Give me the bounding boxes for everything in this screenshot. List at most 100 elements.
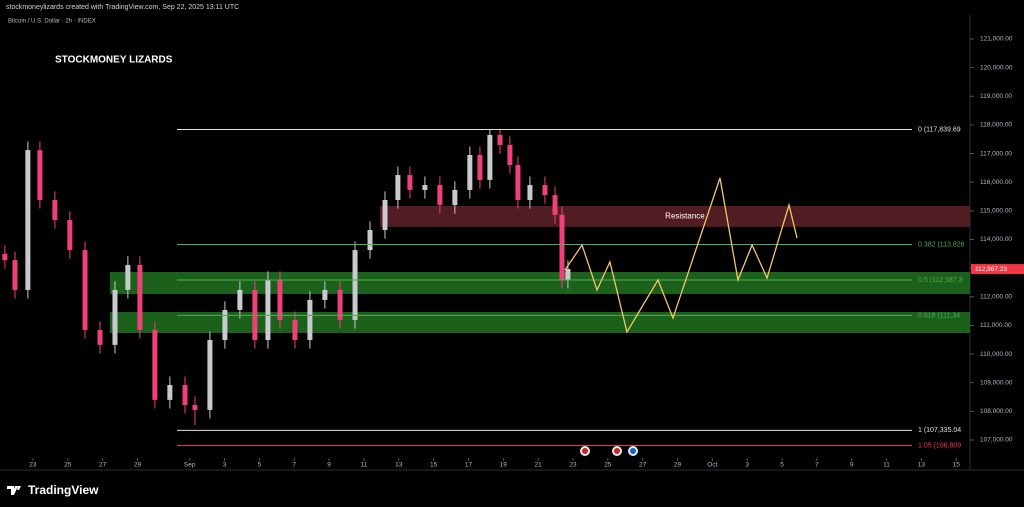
x-tick-label: Sep [184,462,196,469]
candle-body [222,309,228,341]
x-tick-label: 23 [29,462,37,469]
candle-body [337,289,343,320]
credit: stockmoneylizards created with TradingVi… [6,4,239,11]
fib-label: 0.5 (112,587.3 [918,277,963,284]
candle-body [352,250,358,320]
candle-body [25,150,31,290]
symbol: Bitcoin / U.S. Dollar · 2h · INDEX [8,19,96,25]
x-tick-label: 15 [953,462,961,469]
fib-label: 1 (107,335.04 [918,427,961,434]
event-icons [580,446,638,456]
fib-label: 0.618 (111,34 [918,312,960,319]
x-tick-label: 7 [815,462,819,469]
candle-body [292,319,298,341]
zone [379,205,970,227]
y-tick-label: 119,000.00 [980,93,1012,100]
x-tick-label: 11 [361,462,368,469]
y-tick-label: 120,000.00 [980,64,1013,71]
x-tick-label: Oct [707,462,717,469]
y-tick-label: 121,000.00 [980,36,1013,43]
candle-body [37,150,43,200]
x-tick-label: 29 [674,462,682,469]
candle-body [237,289,243,310]
x-tick-label: 5 [258,462,262,469]
x-tick-label: 13 [918,462,926,469]
candle-body [422,185,428,190]
candle-body [125,264,131,290]
candle-body [137,264,143,331]
plot: 107,000.00 108,000.00 109,000.00 110,000.00… [2,36,1024,469]
candle-body [322,289,328,300]
x-tick-label: 21 [535,462,543,469]
candle-body [395,175,401,200]
last-price-box [971,264,1024,275]
candle-body [307,299,313,341]
x-tick-label: 27 [639,462,647,469]
x-tick-label: 9 [327,462,331,469]
candle-body [527,185,533,200]
x-tick-label: 19 [500,462,508,469]
y-tick-label: 108,000.00 [980,408,1013,415]
footer-logo [7,486,21,495]
y-tick-label: 117,000.00 [980,150,1012,157]
x-tick-label: 29 [134,462,142,469]
x-tick-label: 23 [569,462,577,469]
candle-body [542,185,548,196]
candle-body [97,330,103,345]
candle-body [265,279,271,341]
x-tick-label: 3 [223,462,227,469]
candle-body [452,189,458,206]
candle-body [487,134,493,180]
candle-body [565,268,571,280]
candle-body [382,199,388,231]
candle-body [477,155,483,180]
candle-body [82,250,88,331]
x-tick-label: 9 [850,462,854,469]
candle-body [2,253,8,261]
y-tick-label: 118,000.00 [980,122,1012,129]
y-tick-label: 116,000.00 [980,179,1012,186]
candle-body [367,230,373,251]
candle-body [52,199,58,221]
candle-body [507,144,513,166]
x-tick-label: 7 [292,462,296,469]
candle-body [277,279,283,320]
x-tick-label: 17 [465,462,473,469]
y-tick-label: 112,000.00 [980,293,1012,300]
candle-body [67,220,73,251]
candle-body [559,214,565,280]
candle-body [167,384,173,400]
candle-body [467,155,473,190]
candle-body [407,175,413,190]
x-tick-label: 5 [780,462,784,469]
fib-label: 0.382 (113,826 [918,241,965,248]
fib-label: 0 (117,839.69 [918,126,961,133]
y-tick-label: 107,000.00 [980,437,1013,444]
candle-body [515,165,521,200]
footer-brand: TradingView [28,483,99,497]
candle-body [192,405,198,410]
candle-body [152,330,158,400]
last-price-label: 112,967.23 [975,266,1007,273]
x-tick-label: 25 [64,462,72,469]
x-tick-label: 11 [883,462,890,469]
projection-line [564,177,798,334]
zone [109,312,970,334]
candle-body [437,185,443,206]
x-tick-label: 3 [745,462,749,469]
candle-body [112,289,118,345]
y-tick-label: 115,000.00 [980,208,1012,215]
y-tick-label: 111,000.00 [980,322,1012,329]
candle-body [12,260,18,290]
candle-body [552,195,558,215]
y-tick-label: 110,000.00 [980,351,1012,358]
x-tick-label: 27 [99,462,107,469]
x-tick-label: 13 [395,462,403,469]
x-tick-label: 15 [430,462,438,469]
candle-body [497,134,503,145]
y-tick-label: 114,000.00 [980,236,1012,243]
watermark: STOCKMONEY LIZARDS [55,55,173,66]
fib-label: 1.05 (106,809 [918,442,961,449]
